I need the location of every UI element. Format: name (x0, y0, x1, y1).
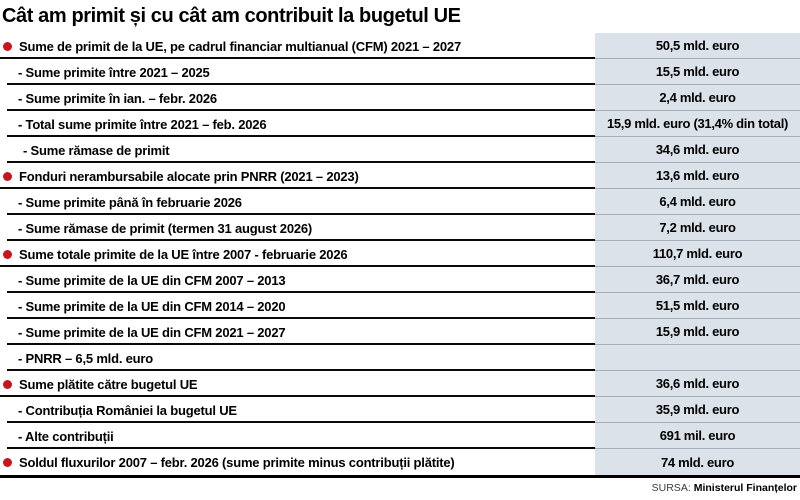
row-label-cell: Fonduri nerambursabile alocate prin PNRR… (0, 163, 595, 189)
row-label-cell: Sume totale primite de la UE între 2007 … (0, 241, 595, 267)
row-label-cell: - Sume primite de la UE din CFM 2021 – 2… (0, 319, 595, 345)
table-row: - Contribuția României la bugetul UE 35,9… (0, 397, 800, 423)
row-label: - Sume primite în ian. – febr. 2026 (18, 90, 217, 106)
red-bullet-icon (3, 41, 12, 51)
eu-budget-infographic: Cât am primit și cu cât am contribuit la… (0, 4, 800, 494)
row-value: 51,5 mld. euro (595, 293, 800, 319)
table-row: - Sume rămase de primit (termen 31 augus… (0, 215, 800, 241)
row-value: 110,7 mld. euro (595, 241, 800, 267)
row-value: 50,5 mld. euro (595, 33, 800, 59)
row-label-cell: - Contribuția României la bugetul UE (0, 397, 595, 423)
row-value: 36,7 mld. euro (595, 267, 800, 293)
row-label-cell: - Sume rămase de primit (termen 31 augus… (0, 215, 595, 241)
table-row: - Sume rămase de primit 34,6 mld. euro (0, 137, 800, 163)
row-label: - Sume rămase de primit (23, 142, 170, 158)
table-row: - Total sume primite între 2021 – feb. 2… (0, 111, 800, 137)
table-row: Sume totale primite de la UE între 2007 … (0, 241, 800, 267)
row-label-cell: Sume de primit de la UE, pe cadrul finan… (0, 33, 595, 59)
table-row: - Sume primite până în februarie 2026 6,4… (0, 189, 800, 215)
budget-table: Sume de primit de la UE, pe cadrul finan… (0, 33, 800, 478)
row-label-cell: - Sume primite între 2021 – 2025 (0, 59, 595, 85)
red-bullet-icon (3, 457, 12, 467)
row-label: - Sume primite până în februarie 2026 (18, 194, 242, 210)
red-bullet-icon (3, 171, 12, 181)
row-value: 13,6 mld. euro (595, 163, 800, 189)
row-label-cell: - Total sume primite între 2021 – feb. 2… (0, 111, 595, 137)
red-bullet-icon (3, 379, 12, 389)
row-label: - Sume rămase de primit (termen 31 augus… (18, 220, 313, 236)
row-label: Sume de primit de la UE, pe cadrul finan… (19, 38, 461, 54)
table-row: Soldul fluxurilor 2007 – febr. 2026 (sum… (0, 449, 800, 475)
source-note: SURSA: Ministerul Finanțelor (0, 482, 797, 494)
row-value: 15,9 mld. euro (595, 319, 800, 345)
row-value: 34,6 mld. euro (595, 137, 800, 163)
row-label: - Sume primite de la UE din CFM 2014 – 2… (18, 298, 286, 314)
row-value: 6,4 mld. euro (595, 189, 800, 215)
row-label: Fonduri nerambursabile alocate prin PNRR… (19, 168, 359, 184)
row-label: Sume plătite către bugetul UE (19, 376, 198, 392)
row-value: 74 mld. euro (595, 449, 800, 475)
row-label: - Contribuția României la bugetul UE (18, 402, 237, 418)
table-row: Fonduri nerambursabile alocate prin PNRR… (0, 163, 800, 189)
row-value: 7,2 mld. euro (595, 215, 800, 241)
table-row: - Alte contribuții 691 mil. euro (0, 423, 800, 449)
table-row: - PNRR – 6,5 mld. euro (0, 345, 800, 371)
table-row: - Sume primite între 2021 – 2025 15,5 mld… (0, 59, 800, 85)
row-value: 15,9 mld. euro (31,4% din total) (595, 111, 800, 137)
table-row: - Sume primite în ian. – febr. 2026 2,4 m… (0, 85, 800, 111)
table-row: Sume plătite către bugetul UE 36,6 mld. e… (0, 371, 800, 397)
row-label: - Sume primite între 2021 – 2025 (18, 64, 210, 80)
row-label-cell: - Sume primite în ian. – febr. 2026 (0, 85, 595, 111)
row-value: 691 mil. euro (595, 423, 800, 449)
row-label-cell: Sume plătite către bugetul UE (0, 371, 595, 397)
table-row: - Sume primite de la UE din CFM 2014 – 2… (0, 293, 800, 319)
row-label: Sume totale primite de la UE între 2007 … (19, 246, 348, 262)
row-value (595, 345, 800, 371)
row-value: 36,6 mld. euro (595, 371, 800, 397)
row-label: - Sume primite de la UE din CFM 2021 – 2… (18, 324, 286, 340)
row-label: - Total sume primite între 2021 – feb. 2… (18, 116, 267, 132)
row-label: Soldul fluxurilor 2007 – febr. 2026 (sum… (19, 454, 455, 470)
table-row: - Sume primite de la UE din CFM 2007 – 2… (0, 267, 800, 293)
page-title: Cât am primit și cu cât am contribuit la… (2, 5, 461, 27)
row-label-cell: - Sume rămase de primit (0, 137, 595, 163)
source-prefix: SURSA: (651, 482, 691, 494)
row-label-cell: - Sume primite de la UE din CFM 2014 – 2… (0, 293, 595, 319)
row-label-cell: - Sume primite de la UE din CFM 2007 – 2… (0, 267, 595, 293)
row-label: - PNRR – 6,5 mld. euro (18, 350, 154, 366)
table-row: Sume de primit de la UE, pe cadrul finan… (0, 33, 800, 59)
source-name: Ministerul Finanțelor (693, 482, 797, 494)
row-label: - Alte contribuții (18, 428, 114, 444)
row-label-cell: - Alte contribuții (0, 423, 595, 449)
row-label-cell: Soldul fluxurilor 2007 – febr. 2026 (sum… (0, 449, 595, 475)
row-value: 15,5 mld. euro (595, 59, 800, 85)
red-bullet-icon (3, 249, 12, 259)
row-label: - Sume primite de la UE din CFM 2007 – 2… (18, 272, 286, 288)
row-label-cell: - Sume primite până în februarie 2026 (0, 189, 595, 215)
row-label-cell: - PNRR – 6,5 mld. euro (0, 345, 595, 371)
row-value: 35,9 mld. euro (595, 397, 800, 423)
table-row: - Sume primite de la UE din CFM 2021 – 2… (0, 319, 800, 345)
row-value: 2,4 mld. euro (595, 85, 800, 111)
